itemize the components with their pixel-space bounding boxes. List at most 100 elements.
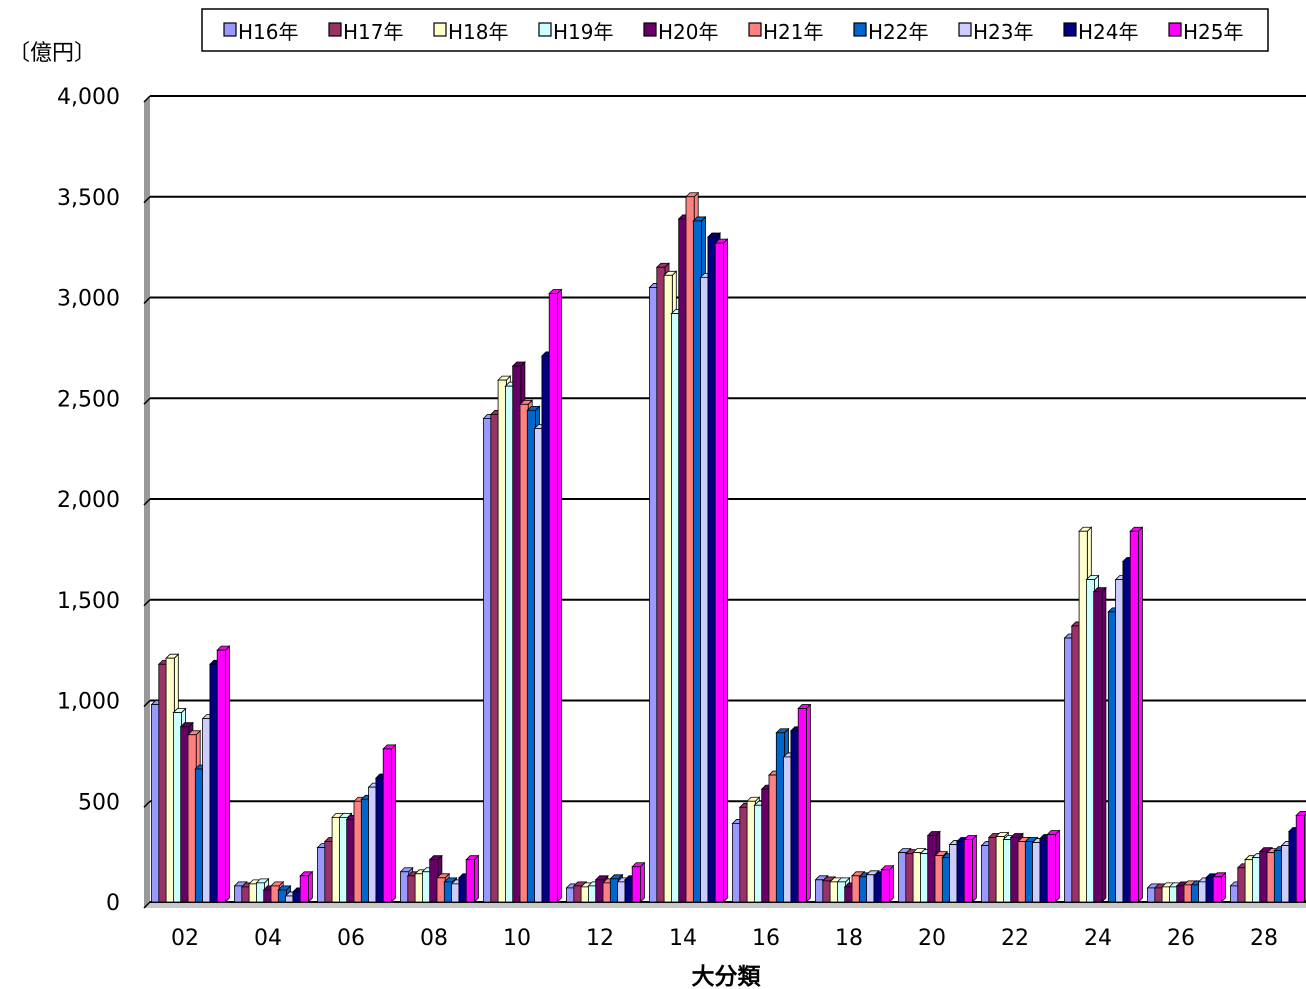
- x-tick-label: 08: [420, 926, 448, 951]
- legend-label: H19年: [553, 20, 614, 44]
- bar: [1046, 829, 1061, 903]
- gridline-depth: [143, 599, 151, 607]
- bar-side: [640, 861, 645, 903]
- legend-label: H25年: [1183, 20, 1244, 44]
- bar-side: [972, 834, 977, 903]
- legend-swatch: [1168, 22, 1182, 37]
- bar: [299, 870, 314, 903]
- bar-front: [963, 839, 973, 903]
- legend-item: H19年: [538, 20, 614, 44]
- gridline-depth: [143, 196, 151, 204]
- bar: [880, 864, 895, 903]
- x-tick-label: 06: [337, 926, 365, 951]
- y-tick-label: 500: [78, 790, 120, 815]
- legend-label: H22年: [868, 20, 929, 44]
- bar: [216, 645, 231, 903]
- bar-side: [1101, 586, 1107, 903]
- legend-swatch: [748, 22, 762, 37]
- axis-layer: 0 500 1,000 1,500 2,000 2,500 3,000 3,500 4,000 〔…: [8, 41, 1278, 989]
- bar-side: [1055, 829, 1060, 903]
- bar-side: [224, 645, 230, 903]
- bar-side: [557, 288, 562, 903]
- gridline-depth: [143, 901, 151, 909]
- x-tick-label: 14: [669, 926, 697, 951]
- bar: [631, 861, 646, 903]
- gridline-depth: [143, 95, 151, 103]
- gridline-depth: [143, 296, 151, 305]
- x-tick-label: 04: [254, 926, 282, 951]
- bar-front: [216, 649, 226, 903]
- bar: [382, 743, 397, 903]
- bar-front: [1046, 834, 1056, 903]
- bar-side: [1221, 871, 1226, 903]
- bar-front: [299, 875, 309, 903]
- bar-front: [548, 293, 558, 903]
- x-tick-label: 12: [586, 926, 614, 951]
- legend-swatch: [433, 22, 447, 37]
- bar-side: [390, 743, 396, 903]
- bar-top: [1295, 810, 1306, 816]
- legend-label: H20年: [658, 20, 719, 44]
- bar-front: [880, 869, 890, 903]
- bar: [1129, 526, 1144, 903]
- legend-swatch: [538, 22, 552, 37]
- x-tick-label: 16: [752, 926, 780, 951]
- bar-side: [723, 238, 728, 903]
- gridline-depth: [143, 699, 151, 708]
- legend-label: H24年: [1078, 20, 1139, 44]
- legend-swatch: [643, 22, 657, 37]
- legend-item: H24年: [1063, 20, 1139, 44]
- bar-front: [1295, 814, 1305, 903]
- y-tick-label: 3,000: [57, 287, 120, 312]
- bar-front: [1212, 876, 1222, 903]
- legend-swatch: [223, 22, 237, 37]
- bar-front: [714, 242, 724, 903]
- x-axis-title: 大分類: [692, 964, 762, 989]
- legend-label: H21年: [763, 20, 824, 44]
- x-tick-label: 10: [503, 926, 531, 951]
- floor: [144, 902, 1306, 908]
- x-tick-label: 20: [918, 926, 946, 951]
- legend-label: H16年: [238, 20, 299, 44]
- bar-side: [307, 870, 313, 903]
- legend-label: H23年: [973, 20, 1034, 44]
- bar: [1212, 871, 1227, 903]
- legend-item: H22年: [853, 20, 929, 44]
- x-tick-label: 18: [835, 926, 863, 951]
- y-tick-label: 0: [106, 891, 120, 916]
- legend-item: H20年: [643, 20, 719, 44]
- y-tick-label: 4,000: [57, 85, 120, 110]
- bar-front: [382, 748, 392, 903]
- y-tick-label: 2,000: [57, 488, 120, 513]
- x-tick-label: 24: [1084, 926, 1112, 951]
- bar: [963, 834, 978, 903]
- bar-front: [1093, 591, 1103, 903]
- gridline-depth: [143, 498, 151, 506]
- legend-item: H16年: [223, 20, 299, 44]
- x-tick-label: 02: [171, 926, 199, 951]
- legend-item: H23年: [958, 20, 1034, 44]
- bar: [548, 288, 563, 903]
- legend-label: H17年: [343, 20, 404, 44]
- legend-item: H25年: [1168, 20, 1244, 44]
- y-tick-label: 1,500: [57, 589, 120, 614]
- bar-side: [473, 854, 479, 903]
- legend-swatch: [853, 22, 867, 37]
- bars-layer: [150, 191, 1306, 903]
- bar-side: [889, 864, 894, 903]
- bar: [714, 238, 729, 903]
- gridline-depth: [143, 800, 151, 808]
- legend-item: H18年: [433, 20, 509, 44]
- bar-front: [631, 866, 641, 903]
- x-tick-label: 26: [1167, 926, 1195, 951]
- bar-side: [1138, 526, 1143, 903]
- bar: [465, 854, 480, 903]
- y-tick-label: 2,500: [57, 387, 120, 412]
- y-tick-label: 3,500: [57, 186, 120, 211]
- legend-label: H18年: [448, 20, 509, 44]
- bar-front: [1129, 530, 1139, 903]
- y-axis-label: 〔億円〕: [8, 41, 96, 66]
- gridline-depth: [143, 397, 151, 405]
- bar-front: [797, 708, 807, 903]
